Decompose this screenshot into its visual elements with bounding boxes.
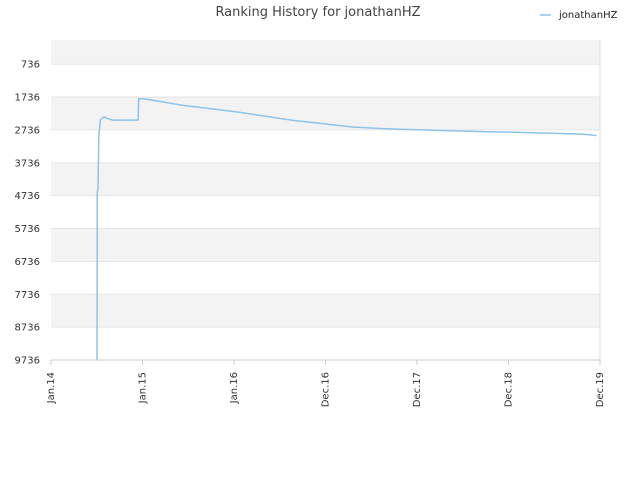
y-tick-labels: 736 1736 2736 3736 4736 5736 6736 7736 8736 9736 (15, 60, 40, 367)
plot-band (51, 294, 600, 328)
x-tick-label: Dec.17 (412, 372, 423, 407)
y-tick-label: 3736 (15, 158, 40, 169)
x-tick-label: Dec.16 (321, 372, 332, 407)
plot-band (51, 261, 600, 295)
y-tick-label: 8736 (15, 323, 40, 334)
y-tick-label: 7736 (15, 290, 40, 301)
y-tick-label: 1736 (15, 93, 40, 104)
plot-band (51, 162, 600, 196)
series-layer (96, 97, 597, 361)
plot-band (51, 327, 600, 360)
y-tick-label: 5736 (15, 224, 40, 235)
y-tick-label: 2736 (15, 125, 40, 136)
legend-label-jonathanhz: jonathanHZ (558, 10, 618, 21)
series-line-jonathanhz (96, 97, 597, 361)
y-tick-label: 736 (21, 60, 40, 71)
x-tick-label: Dec.18 (504, 372, 515, 407)
x-tick-label: Jan.16 (229, 372, 240, 404)
x-tick-label: Dec.19 (595, 372, 606, 407)
plot-band (51, 129, 600, 163)
plot-bands (51, 40, 600, 360)
chart-title: Ranking History for jonathanHZ (215, 5, 420, 20)
plot-band (51, 97, 600, 130)
plot-band (51, 228, 600, 262)
legend: jonathanHZ (540, 10, 618, 21)
axes-layer (50, 40, 601, 365)
plot-band (51, 64, 600, 98)
y-tick-label: 9736 (15, 356, 40, 367)
plot-band (51, 40, 600, 65)
y-tick-label: 4736 (15, 191, 40, 202)
x-tick-label: Jan.14 (46, 372, 57, 404)
x-tick-labels: Jan.14 Jan.15 Jan.16 Dec.16 Dec.17 Dec.18 Dec.… (46, 372, 606, 407)
x-tick-label: Jan.15 (138, 372, 149, 404)
plot-band (51, 195, 600, 229)
y-tick-label: 6736 (15, 257, 40, 268)
